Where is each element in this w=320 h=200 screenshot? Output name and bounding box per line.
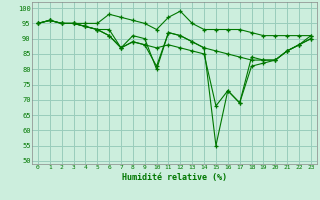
X-axis label: Humidité relative (%): Humidité relative (%): [122, 173, 227, 182]
